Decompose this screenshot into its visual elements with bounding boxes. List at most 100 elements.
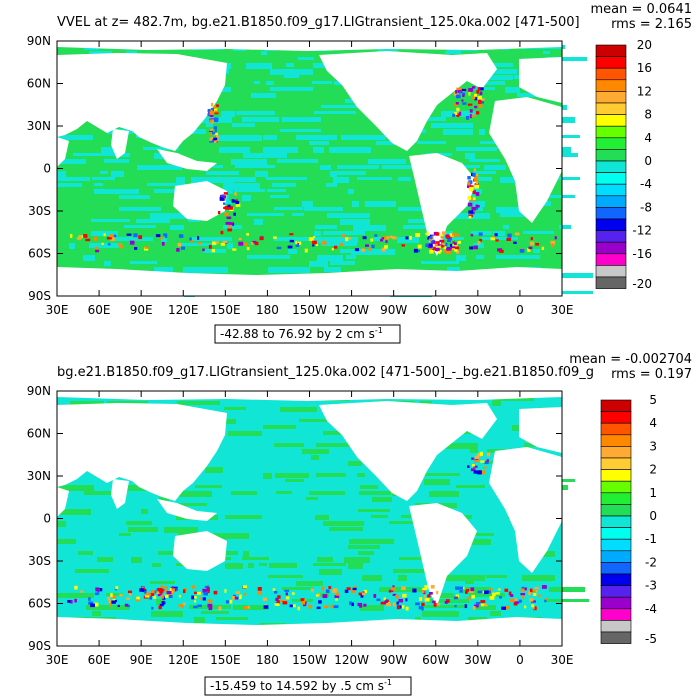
speckle <box>207 108 211 113</box>
speckle <box>213 132 219 136</box>
speckle <box>520 588 525 592</box>
ocean-cell <box>316 593 329 597</box>
speckle <box>389 589 394 593</box>
ocean-cell <box>124 225 156 228</box>
speckle <box>150 589 155 594</box>
ocean-cell <box>483 69 517 74</box>
speckle <box>458 111 462 116</box>
speckle <box>370 238 374 242</box>
ocean-cell <box>137 165 182 170</box>
speckle <box>469 109 473 113</box>
speckle <box>164 594 169 598</box>
speckle <box>199 597 202 600</box>
colorbar-label: -5 <box>645 632 657 646</box>
speckle <box>231 199 235 203</box>
speckle <box>351 602 354 607</box>
ocean-cell <box>119 195 150 199</box>
ocean-cell <box>221 111 235 117</box>
ocean-cell <box>270 69 313 75</box>
ocean-cell <box>234 177 256 182</box>
speckle <box>454 604 457 608</box>
ocean-cell <box>57 509 91 515</box>
ocean-cell <box>224 407 246 410</box>
rms-label: rms = 0.197 <box>611 367 692 382</box>
ocean-cell <box>243 551 249 557</box>
ocean-cell <box>57 159 86 164</box>
speckle <box>164 590 169 593</box>
speckle <box>251 242 254 245</box>
ocean-cell <box>327 213 370 218</box>
speckle <box>155 234 161 238</box>
colorbar-swatch <box>595 160 627 173</box>
speckle <box>215 241 220 244</box>
ocean-cell <box>195 485 222 488</box>
speckle <box>520 592 526 596</box>
colorbar-swatch <box>600 469 632 482</box>
speckle <box>209 133 212 136</box>
ocean-cell <box>309 491 345 495</box>
ocean-cell <box>172 503 207 506</box>
speckle <box>339 243 344 246</box>
speckle <box>468 180 473 184</box>
speckle <box>488 588 493 591</box>
speckle <box>459 589 463 593</box>
speckle <box>98 588 103 592</box>
colorbar-label: 16 <box>637 61 652 75</box>
speckle <box>90 603 95 608</box>
speckle <box>287 245 293 249</box>
speckle <box>474 97 478 101</box>
speckle <box>477 470 482 475</box>
colorbar-swatch <box>595 195 627 208</box>
speckle <box>535 242 540 246</box>
ocean-cell <box>535 551 555 557</box>
speckle <box>386 603 391 607</box>
speckle <box>197 604 202 608</box>
speckle <box>133 233 138 238</box>
speckle <box>498 588 501 591</box>
panel-title: bg.e21.B1850.f09_g17.LIGtransient_125.0k… <box>57 365 594 380</box>
ocean-cell <box>348 563 363 569</box>
colorbar-label: 1 <box>649 486 657 500</box>
ocean-cell <box>555 147 571 153</box>
speckle <box>453 92 459 96</box>
ocean-cell <box>313 147 324 153</box>
speckle <box>94 592 99 596</box>
speckle <box>352 587 357 591</box>
ocean-cell <box>447 267 460 273</box>
speckle <box>421 589 425 594</box>
speckle <box>206 587 209 591</box>
speckle <box>144 595 150 598</box>
ocean-cell <box>444 443 478 449</box>
colorbar-swatch <box>600 411 632 424</box>
ocean-cell <box>326 183 337 187</box>
speckle <box>508 591 512 596</box>
ocean-cell <box>154 267 173 273</box>
x-tick-label: 90E <box>130 653 153 667</box>
speckle <box>316 606 321 610</box>
speckle <box>175 587 179 591</box>
speckle <box>344 589 349 594</box>
range-text: -42.88 to 76.92 by 2 cm s-1 <box>220 326 383 341</box>
ocean-cell <box>423 605 468 608</box>
ocean-cell <box>280 407 317 412</box>
ocean-cell <box>288 249 297 254</box>
speckle <box>392 236 397 240</box>
speckle <box>398 598 403 603</box>
ocean-cell <box>399 557 426 560</box>
speckle <box>443 242 448 247</box>
speckle <box>519 248 525 253</box>
speckle <box>472 606 476 610</box>
speckle <box>437 243 440 246</box>
speckle <box>158 605 162 610</box>
speckle <box>513 598 518 601</box>
colorbar-label: 4 <box>644 131 652 145</box>
speckle <box>168 595 173 599</box>
ocean-cell <box>228 431 262 436</box>
colorbar-label: -16 <box>632 247 652 261</box>
speckle <box>384 600 388 604</box>
colorbar-swatch <box>595 137 627 150</box>
y-tick-label: 60N <box>27 427 51 441</box>
ocean-cell <box>398 207 426 211</box>
speckle <box>263 605 269 609</box>
ocean-cell <box>546 57 587 61</box>
